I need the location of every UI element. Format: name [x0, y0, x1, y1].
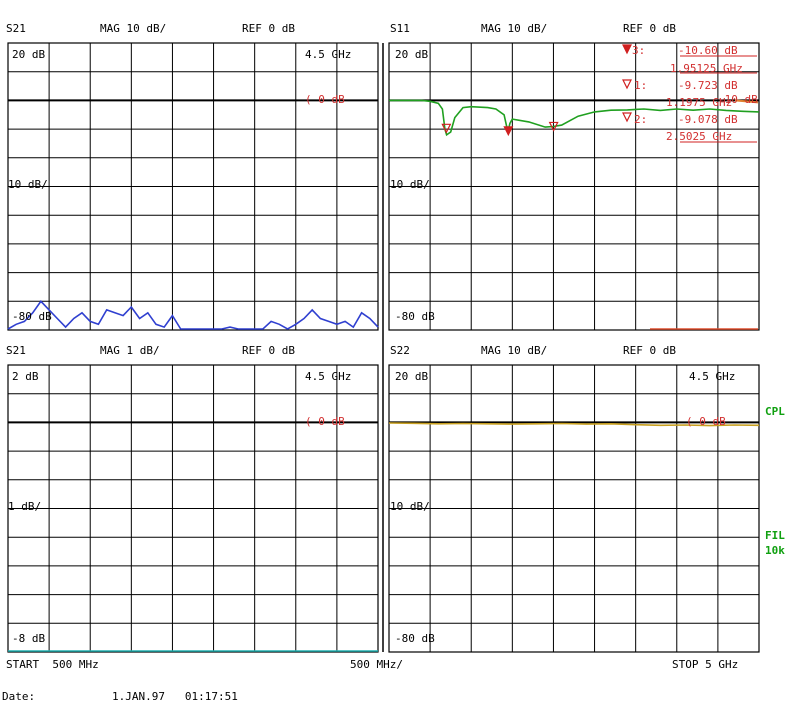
- freq-label: 4.5 GHz: [305, 370, 352, 383]
- plot-frame: [7, 42, 379, 331]
- marker-readout-value: -9.723 dB: [678, 79, 738, 92]
- ref-marker-label: ( 0 dB: [686, 415, 726, 428]
- panel-param: S22: [390, 344, 410, 357]
- plot-frame: [388, 42, 760, 331]
- marker-triangle: [548, 121, 559, 132]
- panel-format: MAG 10 dB/: [100, 22, 167, 35]
- bottom-scale-label: -80 dB: [12, 310, 52, 323]
- panel-param: S11: [390, 22, 410, 35]
- filter-indicator: FIL: [765, 529, 785, 542]
- ref-marker-label: ( 0 dB: [305, 93, 345, 106]
- span-per-division: 500 MHz/: [350, 658, 403, 671]
- marker-triangle: [441, 123, 452, 134]
- plot-frame: [7, 364, 379, 653]
- plot-panel: [388, 42, 760, 331]
- panel-param: S21: [6, 344, 26, 357]
- panel-ref: REF 0 dB: [623, 22, 676, 35]
- bottom-scale-label: -80 dB: [395, 632, 435, 645]
- stop-frequency: STOP 5 GHz: [672, 658, 739, 671]
- marker-tail: [734, 99, 759, 104]
- panel-ref: REF 0 dB: [242, 22, 295, 35]
- top-scale-label: 20 dB: [395, 370, 429, 383]
- panel-format: MAG 10 dB/: [481, 344, 548, 357]
- filter-bandwidth: 10k: [765, 544, 785, 557]
- marker-readout-id: 3:: [632, 44, 646, 57]
- grid: [389, 365, 759, 652]
- marker-legend-triangle: [622, 44, 632, 55]
- ref-marker-label: ( 0 dB: [305, 415, 345, 428]
- date-value: 1.JAN.97 01:17:51: [112, 690, 238, 703]
- top-scale-label: 20 dB: [395, 48, 429, 61]
- scale-division-label: 1 dB/: [8, 500, 42, 513]
- marker-readout-id: 1:: [634, 79, 648, 92]
- marker-legend-triangle: [622, 112, 632, 123]
- plot-frame: [388, 364, 760, 653]
- marker-triangle: [503, 126, 514, 137]
- plot-panel: [7, 42, 379, 331]
- marker-readout-freq: 1.1975 GHz: [666, 96, 733, 109]
- bottom-scale-label: -80 dB: [395, 310, 435, 323]
- grid: [8, 365, 378, 652]
- top-scale-label: 20 dB: [12, 48, 46, 61]
- panel-format: MAG 10 dB/: [481, 22, 548, 35]
- marker-ref-label: -10 dB: [718, 93, 758, 106]
- marker-legend-triangle: [622, 79, 632, 90]
- marker-readout-id: 2:: [634, 113, 648, 126]
- freq-label: 4.5 GHz: [689, 370, 736, 383]
- start-frequency: START 500 MHz: [6, 658, 99, 671]
- trace-line: [388, 422, 760, 427]
- scale-division-label: 10 dB/: [390, 500, 430, 513]
- coupled-indicator: CPL: [765, 405, 785, 418]
- scale-division-label: 10 dB/: [8, 178, 48, 191]
- plot-panel: [388, 364, 760, 653]
- trace-line: [7, 300, 379, 330]
- scale-division-label: 10 dB/: [390, 178, 430, 191]
- freq-label: 4.5 GHz: [305, 48, 352, 61]
- bottom-scale-label: -8 dB: [12, 632, 46, 645]
- panel-ref: REF 0 dB: [623, 344, 676, 357]
- date-label: Date:: [2, 690, 36, 703]
- panel-ref: REF 0 dB: [242, 344, 295, 357]
- trace-line: [389, 99, 760, 137]
- marker-readout-freq: 1.95125 GHz: [670, 62, 743, 75]
- panel-param: S21: [6, 22, 26, 35]
- grid: [8, 43, 378, 330]
- plot-panel: [7, 364, 379, 653]
- marker-readout-freq: 2.5025 GHz: [666, 130, 733, 143]
- panel-format: MAG 1 dB/: [100, 344, 160, 357]
- marker-readout-value: -9.078 dB: [678, 113, 738, 126]
- top-scale-label: 2 dB: [12, 370, 39, 383]
- marker-readout-value: -10.60 dB: [678, 44, 738, 57]
